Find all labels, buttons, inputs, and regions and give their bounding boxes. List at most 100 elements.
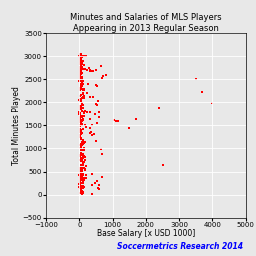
Point — [79, 72, 83, 76]
Point — [80, 87, 84, 91]
Point — [78, 60, 82, 64]
Point — [81, 152, 85, 156]
Point — [99, 147, 103, 151]
Point — [78, 186, 82, 190]
Point — [80, 159, 84, 163]
Point — [96, 99, 100, 103]
Point — [78, 78, 82, 82]
Point — [78, 105, 82, 110]
Point — [78, 129, 82, 133]
Point — [78, 53, 82, 57]
Point — [80, 54, 84, 58]
Point — [81, 55, 85, 59]
Point — [80, 115, 84, 119]
Point — [79, 187, 83, 191]
Point — [78, 128, 82, 132]
Point — [79, 146, 83, 151]
Point — [77, 182, 81, 186]
Point — [93, 112, 97, 116]
Point — [79, 163, 83, 167]
Point — [81, 127, 86, 131]
Point — [78, 191, 82, 195]
Point — [88, 117, 92, 121]
Point — [79, 54, 83, 58]
Point — [85, 91, 89, 95]
Point — [80, 78, 84, 82]
Point — [79, 57, 83, 61]
Point — [78, 103, 82, 108]
Point — [94, 68, 98, 72]
Point — [78, 70, 82, 74]
Point — [80, 123, 84, 127]
Point — [79, 87, 83, 91]
Point — [78, 135, 82, 139]
Point — [79, 159, 83, 163]
Point — [97, 187, 101, 191]
Point — [83, 164, 88, 168]
Point — [79, 170, 83, 174]
Point — [94, 83, 98, 87]
Point — [94, 139, 98, 143]
Point — [78, 168, 82, 172]
Point — [78, 180, 82, 184]
Point — [78, 182, 82, 186]
Point — [94, 179, 99, 183]
Point — [80, 65, 84, 69]
Point — [79, 107, 83, 111]
Point — [77, 98, 81, 102]
Point — [79, 184, 83, 188]
Point — [78, 68, 82, 72]
Point — [81, 156, 85, 160]
Point — [81, 114, 85, 119]
Point — [81, 81, 85, 86]
Point — [81, 59, 86, 63]
Point — [116, 119, 120, 123]
Point — [112, 118, 116, 122]
Point — [81, 180, 85, 184]
Point — [78, 143, 82, 147]
Point — [78, 124, 82, 129]
Point — [80, 96, 84, 100]
Point — [78, 177, 82, 181]
Point — [79, 67, 83, 71]
Point — [79, 187, 83, 191]
Point — [79, 188, 83, 193]
Point — [97, 110, 101, 114]
Point — [78, 158, 82, 162]
Point — [78, 71, 82, 75]
Point — [90, 69, 94, 73]
Point — [90, 183, 94, 187]
Point — [81, 152, 86, 156]
Point — [90, 133, 94, 137]
Point — [78, 73, 82, 77]
Point — [81, 176, 86, 180]
Point — [79, 67, 83, 71]
Point — [80, 55, 84, 59]
Point — [79, 122, 83, 126]
Point — [79, 86, 83, 90]
Point — [78, 129, 82, 133]
Point — [80, 140, 84, 144]
Point — [80, 181, 84, 185]
Point — [77, 54, 81, 58]
Point — [99, 63, 103, 68]
Point — [83, 140, 87, 144]
Point — [80, 102, 84, 106]
Point — [80, 106, 84, 110]
Point — [83, 109, 87, 113]
Point — [78, 65, 82, 69]
Point — [78, 115, 82, 119]
Point — [78, 79, 82, 83]
Point — [161, 163, 165, 167]
Point — [82, 62, 86, 67]
Point — [78, 77, 82, 81]
Point — [78, 97, 82, 101]
Point — [81, 117, 85, 121]
Point — [91, 95, 95, 99]
Point — [79, 142, 83, 146]
Point — [79, 191, 83, 195]
Point — [80, 143, 84, 147]
Point — [85, 68, 89, 72]
Point — [82, 94, 86, 98]
Point — [81, 166, 86, 170]
